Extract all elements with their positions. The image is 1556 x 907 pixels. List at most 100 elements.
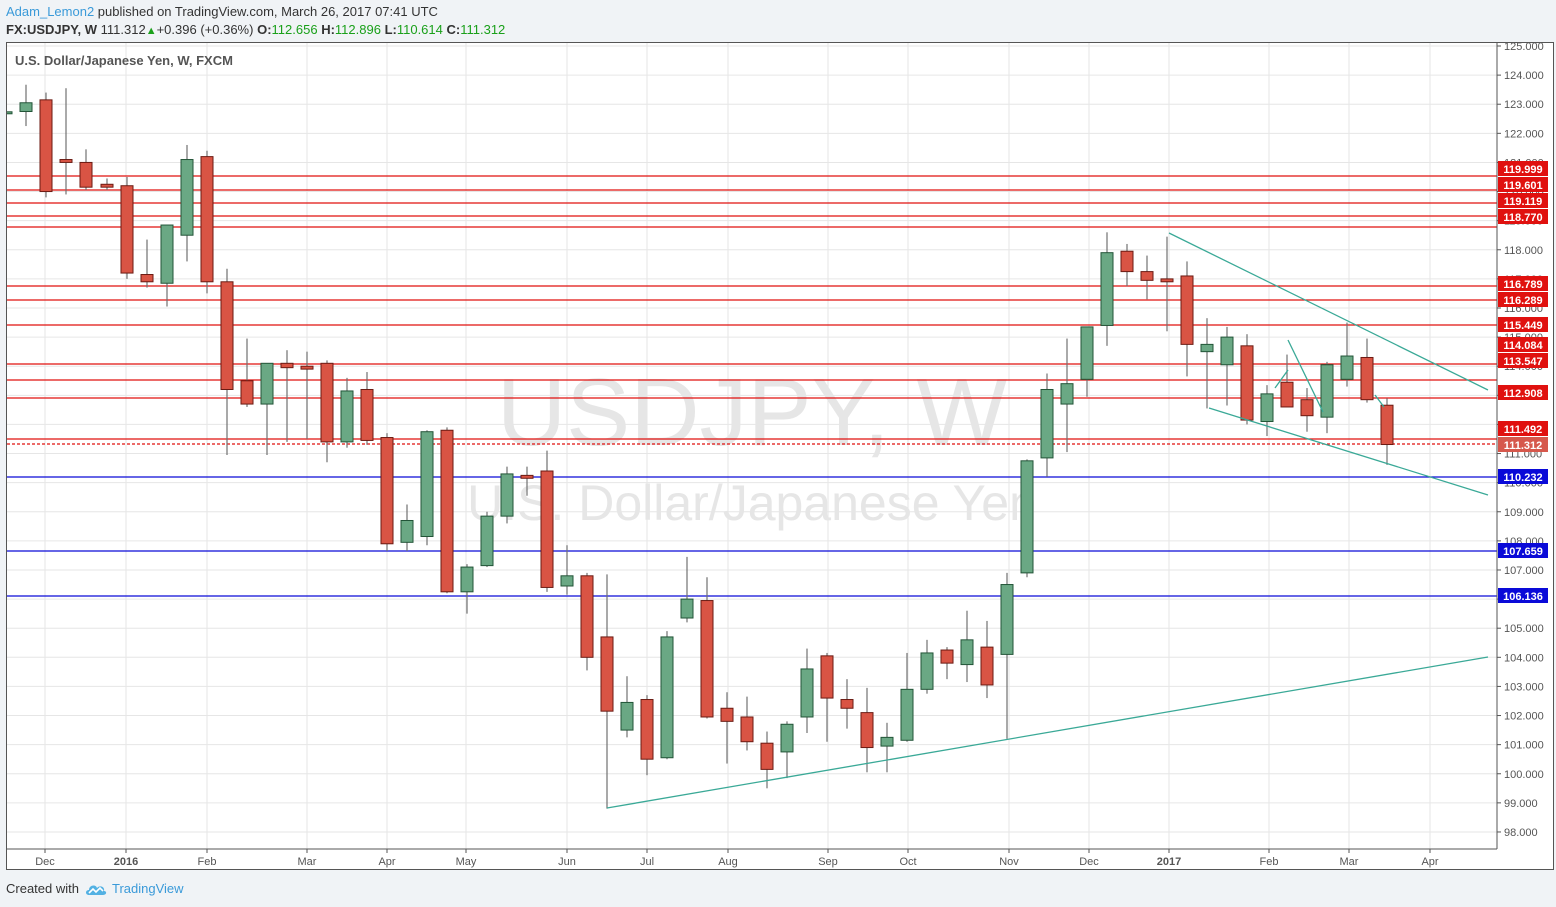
svg-text:119.601: 119.601: [1503, 180, 1542, 192]
candle[interactable]: [960, 610, 974, 683]
candle[interactable]: [1200, 318, 1214, 409]
candle[interactable]: [1140, 255, 1154, 300]
candle[interactable]: [980, 620, 994, 699]
candle[interactable]: [780, 721, 794, 779]
candle[interactable]: [500, 466, 514, 524]
y-axis-tick-label: 122.000: [1504, 128, 1544, 140]
candle[interactable]: [1360, 338, 1374, 403]
x-axis-tick-label: Mar: [1340, 856, 1359, 868]
candle[interactable]: [380, 433, 394, 552]
y-axis-tick-label: 101.000: [1504, 740, 1544, 752]
candle[interactable]: [220, 268, 234, 455]
candle[interactable]: [100, 178, 114, 191]
candle[interactable]: [640, 695, 654, 776]
candle[interactable]: [880, 722, 894, 773]
candle[interactable]: [420, 430, 434, 546]
candle[interactable]: [140, 239, 154, 288]
candle[interactable]: [1340, 322, 1354, 387]
candle[interactable]: [1380, 398, 1394, 465]
candle[interactable]: [460, 564, 474, 614]
trendline[interactable]: [1274, 369, 1289, 389]
x-axis-tick-label: Feb: [1260, 856, 1279, 868]
candle[interactable]: [1260, 385, 1274, 437]
candle[interactable]: [400, 504, 414, 552]
x-axis-tick-label: Dec: [35, 856, 55, 868]
candle[interactable]: [600, 574, 614, 809]
candle[interactable]: [1020, 459, 1034, 578]
candle[interactable]: [0, 111, 13, 115]
candle[interactable]: [260, 362, 274, 455]
candle[interactable]: [1060, 338, 1074, 453]
x-axis-tick-label: Apr: [378, 856, 395, 868]
candle[interactable]: [240, 338, 254, 407]
support-price-label: 107.659: [1498, 543, 1548, 558]
candle[interactable]: [900, 652, 914, 742]
candle[interactable]: [800, 648, 814, 733]
candle[interactable]: [1040, 373, 1054, 477]
svg-text:112.908: 112.908: [1503, 388, 1542, 400]
candle[interactable]: [340, 377, 354, 448]
svg-text:118.770: 118.770: [1503, 212, 1542, 224]
candle[interactable]: [1300, 388, 1314, 432]
candle[interactable]: [200, 150, 214, 294]
trendline[interactable]: [1374, 394, 1385, 408]
candle[interactable]: [180, 144, 194, 262]
trendline[interactable]: [1168, 232, 1489, 391]
candle[interactable]: [860, 687, 874, 773]
candle[interactable]: [39, 92, 53, 198]
trendline[interactable]: [1208, 407, 1489, 496]
candle[interactable]: [1080, 326, 1094, 397]
chart-frame[interactable]: [6, 42, 1554, 870]
candle[interactable]: [120, 176, 134, 279]
candle[interactable]: [520, 466, 534, 496]
candle[interactable]: [560, 545, 574, 595]
support-price-label: 110.232: [1498, 469, 1548, 484]
candle[interactable]: [160, 224, 174, 307]
svg-text:114.084: 114.084: [1503, 340, 1543, 352]
author-link[interactable]: Adam_Lemon2: [6, 4, 95, 19]
candle[interactable]: [1180, 261, 1194, 377]
x-axis-tick-label: Jul: [640, 856, 654, 868]
candle[interactable]: [540, 450, 554, 592]
candle[interactable]: [300, 351, 314, 439]
candle[interactable]: [700, 577, 714, 719]
candle[interactable]: [720, 692, 734, 764]
svg-text:106.136: 106.136: [1503, 591, 1543, 603]
candle[interactable]: [59, 88, 73, 195]
svg-text:111.492: 111.492: [1504, 424, 1543, 436]
resistance-price-label: 115.449: [1498, 317, 1548, 332]
x-axis-tick-label: Nov: [999, 856, 1019, 868]
candle[interactable]: [320, 360, 334, 463]
candle[interactable]: [1320, 361, 1334, 434]
candle[interactable]: [940, 647, 954, 680]
candle[interactable]: [360, 372, 374, 445]
open-value: 112.656: [271, 22, 318, 37]
candle[interactable]: [1000, 572, 1014, 739]
candle[interactable]: [1280, 354, 1294, 408]
candle[interactable]: [660, 631, 674, 760]
candle[interactable]: [1220, 326, 1234, 406]
candle[interactable]: [760, 731, 774, 789]
trendline[interactable]: [606, 656, 1489, 809]
candle[interactable]: [280, 350, 294, 442]
candle[interactable]: [1240, 334, 1254, 425]
candle[interactable]: [740, 696, 754, 751]
candle[interactable]: [620, 676, 634, 738]
trendline[interactable]: [1287, 339, 1324, 413]
candle[interactable]: [79, 149, 93, 191]
candle[interactable]: [1100, 232, 1114, 346]
resistance-price-label: 113.547: [1498, 353, 1548, 368]
candle[interactable]: [820, 652, 834, 742]
tradingview-link[interactable]: TradingView: [85, 881, 184, 896]
candle[interactable]: [1120, 243, 1134, 287]
candle[interactable]: [480, 511, 494, 568]
candle[interactable]: [680, 556, 694, 623]
candle[interactable]: [920, 639, 934, 694]
candle[interactable]: [1160, 236, 1174, 332]
candle[interactable]: [840, 679, 854, 729]
candle[interactable]: [440, 427, 454, 594]
candle[interactable]: [19, 84, 33, 127]
svg-text:113.547: 113.547: [1503, 356, 1542, 368]
candle[interactable]: [580, 572, 594, 671]
